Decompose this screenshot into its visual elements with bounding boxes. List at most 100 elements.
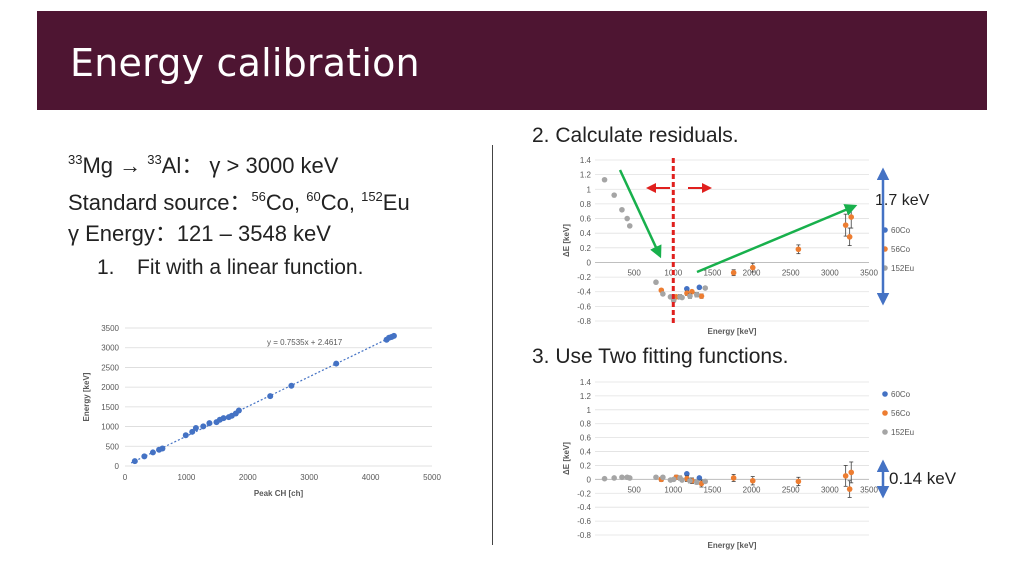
text-block: 33Mg → 33Al： γ > 3000 keV Standard sourc… bbox=[68, 144, 410, 249]
data-point bbox=[159, 445, 166, 452]
data-point bbox=[611, 192, 617, 198]
data-point bbox=[702, 285, 709, 291]
legend-marker bbox=[882, 227, 888, 233]
step-text: Fit with a linear function. bbox=[137, 256, 364, 279]
legend-label: 60Co bbox=[891, 390, 911, 399]
x-tick-label: 2000 bbox=[743, 485, 761, 494]
y-tick-label: 0 bbox=[115, 462, 120, 471]
data-point bbox=[653, 474, 659, 481]
data-point bbox=[267, 393, 274, 400]
x-tick-label: 3000 bbox=[300, 473, 318, 482]
data-point bbox=[653, 279, 659, 286]
data-point bbox=[288, 382, 295, 389]
x-tick-label: 2500 bbox=[782, 485, 800, 494]
step-3: 3. Use Two fitting functions. bbox=[532, 345, 789, 368]
y-tick-label: 1.2 bbox=[580, 171, 592, 180]
data-point bbox=[846, 486, 853, 492]
legend-marker bbox=[882, 429, 888, 435]
data-point bbox=[660, 474, 666, 481]
data-point bbox=[626, 475, 633, 481]
data-point bbox=[131, 458, 138, 465]
y-tick-label: -0.6 bbox=[577, 517, 591, 526]
mass-number: 56 bbox=[251, 189, 266, 204]
x-tick-label: 500 bbox=[627, 485, 641, 494]
mass-number: 60 bbox=[306, 189, 321, 204]
data-point bbox=[601, 475, 608, 482]
y-axis-label: Energy [keV] bbox=[82, 372, 91, 421]
data-point bbox=[730, 269, 737, 276]
data-point bbox=[200, 423, 207, 430]
data-point bbox=[220, 415, 227, 422]
y-tick-label: 0.4 bbox=[580, 448, 592, 457]
legend-label: 56Co bbox=[891, 409, 911, 418]
data-point bbox=[689, 288, 695, 295]
y-tick-label: 1000 bbox=[101, 423, 119, 432]
step-2: 2. Calculate residuals. bbox=[532, 124, 739, 147]
data-point bbox=[626, 223, 633, 229]
data-point bbox=[670, 476, 677, 483]
data-point bbox=[684, 471, 690, 477]
legend-marker bbox=[882, 246, 888, 252]
data-point bbox=[206, 420, 213, 427]
data-point bbox=[795, 246, 802, 253]
x-tick-label: 3500 bbox=[860, 268, 878, 277]
data-point bbox=[749, 264, 756, 271]
x-tick-label: 5000 bbox=[423, 473, 441, 482]
x-axis-label: Energy [keV] bbox=[708, 327, 757, 336]
data-point bbox=[846, 234, 853, 240]
title-bar: Energy calibration bbox=[37, 11, 987, 110]
x-axis-label: Peak CH [ch] bbox=[254, 489, 304, 498]
data-point bbox=[141, 453, 148, 460]
y-tick-label: 500 bbox=[106, 442, 120, 451]
legend-label: 152Eu bbox=[891, 428, 914, 437]
x-tick-label: 1500 bbox=[704, 268, 722, 277]
element: Mg bbox=[82, 153, 114, 178]
divider-line bbox=[492, 145, 493, 545]
y-tick-label: 1.4 bbox=[580, 378, 592, 387]
x-tick-label: 1000 bbox=[178, 473, 196, 482]
y-tick-label: 3000 bbox=[101, 344, 119, 353]
step-1: 1. Fit with a linear function. bbox=[97, 256, 363, 280]
y-tick-label: -0.2 bbox=[577, 273, 591, 282]
element: Eu bbox=[382, 190, 410, 215]
element: Co, bbox=[320, 190, 362, 215]
calibration-chart: 0 500 1000 1500 2000 2500 3000 3500 0 1000 2000 300… bbox=[82, 324, 441, 498]
reaction-line: 33Mg → 33Al： γ > 3000 keV bbox=[68, 144, 410, 181]
y-tick-label: 0 bbox=[587, 475, 592, 484]
y-tick-label: -0.4 bbox=[577, 503, 591, 512]
y-tick-label: 3500 bbox=[101, 324, 119, 333]
data-point bbox=[842, 222, 849, 228]
data-point bbox=[149, 449, 156, 456]
data-point bbox=[619, 206, 625, 213]
y-tick-label: -0.6 bbox=[577, 302, 591, 311]
y-tick-label: 1500 bbox=[101, 403, 119, 412]
y-tick-label: 0 bbox=[587, 258, 592, 267]
slide-title: Energy calibration bbox=[70, 41, 420, 85]
data-point bbox=[192, 424, 199, 431]
x-tick-label: 0 bbox=[123, 473, 128, 482]
fit-line bbox=[130, 334, 396, 464]
reaction-condition: ： γ > 3000 keV bbox=[181, 153, 339, 178]
data-point bbox=[730, 475, 737, 481]
y-tick-label: 0.4 bbox=[580, 229, 592, 238]
y-tick-label: 1.2 bbox=[580, 392, 592, 401]
data-point bbox=[333, 360, 340, 367]
y-tick-label: 2000 bbox=[101, 383, 119, 392]
two-function-residual-chart: -0.8 -0.6 -0.4 -0.2 0 0.2 0.4 0.6 0.8 1 1.2 1.4 500 1… bbox=[562, 378, 914, 550]
element: Al bbox=[161, 153, 182, 178]
data-point bbox=[684, 286, 690, 292]
legend-marker bbox=[882, 265, 888, 271]
y-tick-label: 1 bbox=[587, 185, 592, 194]
data-point bbox=[624, 215, 630, 222]
data-point bbox=[660, 291, 666, 297]
y-tick-label: -0.8 bbox=[577, 531, 591, 540]
y-tick-label: 2500 bbox=[101, 363, 119, 372]
legend-marker bbox=[882, 391, 888, 397]
energy-range-line: γ Energy：121 – 3548 keV bbox=[68, 221, 331, 246]
x-tick-label: 3500 bbox=[860, 485, 878, 494]
element: Co, bbox=[265, 190, 307, 215]
data-point bbox=[842, 473, 849, 479]
data-point bbox=[619, 474, 625, 481]
data-point bbox=[848, 469, 855, 476]
data-point bbox=[696, 475, 703, 481]
